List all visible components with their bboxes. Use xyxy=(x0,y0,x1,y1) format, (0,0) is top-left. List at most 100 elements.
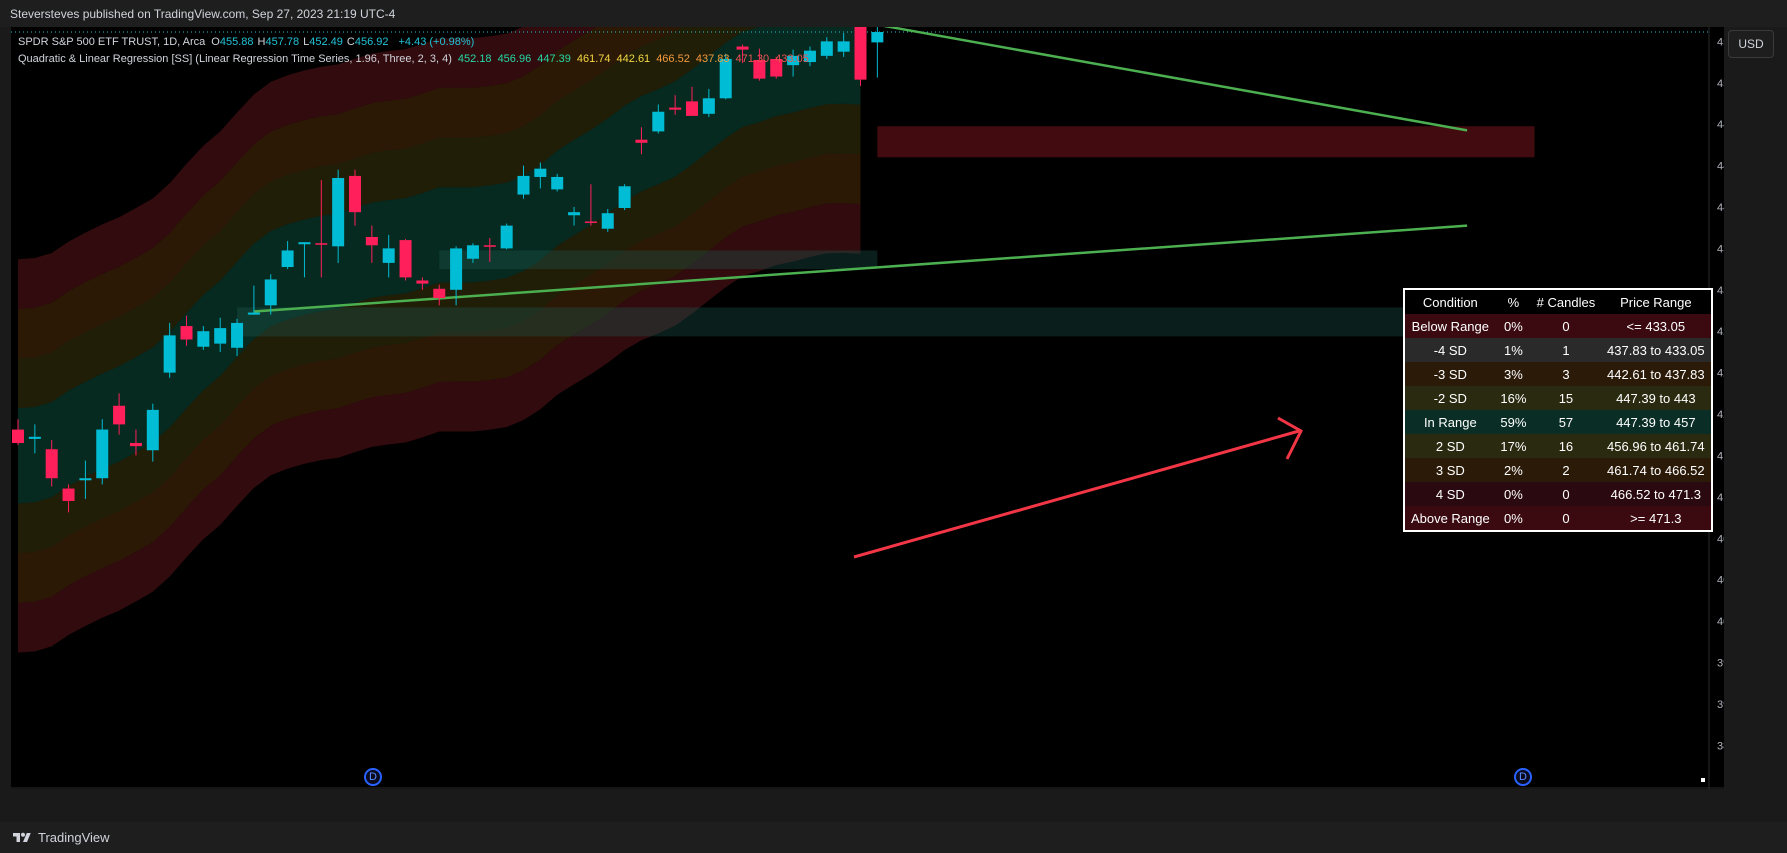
stats-header-cell: % xyxy=(1495,289,1532,314)
stats-cell: 2 xyxy=(1562,462,1570,478)
stats-cell: -3 SD xyxy=(1433,366,1467,382)
indicator-value: 466.52 xyxy=(656,53,690,65)
stats-cell: 1 xyxy=(1562,342,1570,358)
footer-bar: TradingView xyxy=(0,822,1787,853)
chart-area[interactable]: 456.00 452.00 448.00 444.00 440.00 436.00 432.… xyxy=(11,27,1724,789)
indicator-value: 452.18 xyxy=(457,53,492,65)
candle-body xyxy=(450,248,463,290)
stats-cell: 442.61 to 437.83 xyxy=(1607,366,1705,382)
candle-body xyxy=(214,328,227,344)
stats-row: -3 SD 3% 3 442.61 to 437.83 xyxy=(1404,362,1712,386)
price-tick-label: 432.00 xyxy=(1717,285,1724,297)
candle-body xyxy=(315,243,328,245)
price-tick-label: 452.00 xyxy=(1717,78,1724,90)
candle-body xyxy=(837,41,850,52)
dividend-marker-icon[interactable]: D xyxy=(364,768,382,786)
candle-body xyxy=(163,335,176,373)
stats-row: In Range 59% 57 447.39 to 457 xyxy=(1404,410,1712,434)
stats-cell: 1% xyxy=(1504,342,1523,358)
stats-header-cell: Condition xyxy=(1404,289,1496,314)
price-tick-label: 412.00 xyxy=(1717,492,1724,504)
candle-body xyxy=(652,111,665,132)
tradingview-logo-icon xyxy=(13,832,31,842)
candle-body xyxy=(113,405,126,425)
candle-body xyxy=(466,245,479,259)
arrow-annotation xyxy=(853,416,1303,559)
price-tick-label: 444.00 xyxy=(1717,161,1724,173)
stats-cell: 447.39 to 443 xyxy=(1616,390,1696,406)
candle-body xyxy=(618,186,631,209)
stats-cell: 0 xyxy=(1562,486,1570,502)
band-3sd-lower xyxy=(18,153,861,603)
candle-body xyxy=(349,175,361,213)
symbol-name: SPDR S&P 500 ETF TRUST, 1D, Arca xyxy=(18,36,206,48)
stats-cell: 16% xyxy=(1500,390,1527,406)
stats-cell: <= 433.05 xyxy=(1626,318,1686,334)
band-4sd-lower xyxy=(18,203,861,653)
indicator-value: 447.39 xyxy=(537,53,571,65)
stats-cell: 17% xyxy=(1500,438,1527,454)
stats-table-header: Condition% # Candles Price Range xyxy=(1404,289,1712,314)
stats-cell: 2 SD xyxy=(1435,438,1465,454)
candle-body xyxy=(770,58,783,77)
price-chart[interactable]: 456.00 452.00 448.00 444.00 440.00 436.00 432.… xyxy=(11,27,1724,789)
stats-row: Above Range 0% 0 >= 471.3 xyxy=(1404,506,1712,531)
indicator-value: 471.30 xyxy=(735,53,770,65)
indicator-value: 433.05 xyxy=(775,53,809,65)
ohlc-value: 457.78 xyxy=(265,36,300,48)
ohlc-key: L xyxy=(303,36,310,48)
stats-cell: 0% xyxy=(1504,486,1523,502)
candle-body xyxy=(635,139,648,143)
chart-legend: SPDR S&P 500 ETF TRUST, 1D, Arca O455.88… xyxy=(18,34,815,68)
stats-cell: Above Range xyxy=(1410,510,1490,526)
stats-row: -4 SD 1% 1 437.83 to 433.05 xyxy=(1404,338,1712,362)
ohlc-value: 456.92 xyxy=(354,36,389,48)
candle-body xyxy=(736,46,749,50)
candle-body xyxy=(854,27,867,80)
candle-body xyxy=(787,55,800,66)
ohlc-values: O455.88 H457.78 L452.49 C456.92 xyxy=(211,34,392,51)
stats-cell: In Range xyxy=(1423,414,1477,430)
candle-body xyxy=(197,331,210,347)
currency-button[interactable]: USD xyxy=(1728,30,1774,58)
candle-body xyxy=(12,429,24,444)
stats-cell: -2 SD xyxy=(1433,390,1467,406)
stats-cell: 466.52 to 471.3 xyxy=(1610,486,1702,502)
stats-cell: 0% xyxy=(1504,510,1523,526)
dividend-marker-icon[interactable]: D xyxy=(1514,768,1532,786)
price-zone xyxy=(237,307,1535,337)
stats-cell: 3 SD xyxy=(1435,462,1465,478)
candle-body xyxy=(871,32,884,43)
band-3sd-upper xyxy=(18,27,682,359)
candle-body xyxy=(719,58,732,99)
price-tick-label: 408.00 xyxy=(1717,533,1724,545)
indicator-value: 442.61 xyxy=(616,53,651,65)
stats-cell: 15 xyxy=(1558,390,1574,406)
publisher-header: Steversteves published on TradingView.co… xyxy=(0,0,1787,27)
candle-body xyxy=(483,245,496,247)
stats-cell: 0 xyxy=(1562,510,1570,526)
price-tick-label: 424.00 xyxy=(1717,368,1724,380)
candle-body xyxy=(45,449,58,479)
price-tick-label: 392.00 xyxy=(1717,699,1724,711)
stats-cell: Below Range xyxy=(1411,318,1489,334)
regression-stats-table: Condition% # Candles Price Range Below Ran… xyxy=(1403,288,1713,532)
ohlc-value: 452.49 xyxy=(309,36,343,48)
candle-body xyxy=(62,488,75,501)
price-tick-label: 396.00 xyxy=(1717,657,1724,669)
candle-body xyxy=(96,429,109,479)
stats-row: Below Range 0% 0 <= 433.05 xyxy=(1404,314,1712,338)
band-in-range xyxy=(18,27,861,504)
arrow-head xyxy=(1277,416,1303,460)
stats-cell: -4 SD xyxy=(1433,342,1467,358)
candle-body xyxy=(28,436,41,439)
price-tick-label: 456.00 xyxy=(1717,36,1724,48)
ohlc-key: C xyxy=(346,36,355,48)
candle-body xyxy=(129,443,142,447)
candle-body xyxy=(753,59,766,79)
publisher-text: Steversteves published on TradingView.co… xyxy=(10,6,396,21)
candle-body xyxy=(399,240,412,278)
stats-cell: 59% xyxy=(1500,414,1527,430)
price-tick-label: 400.00 xyxy=(1717,616,1724,628)
candle-body xyxy=(281,250,294,268)
